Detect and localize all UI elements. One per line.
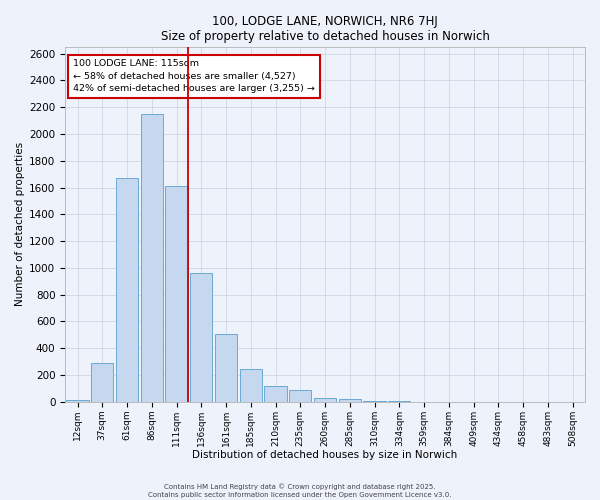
Bar xyxy=(314,398,336,402)
Bar xyxy=(91,363,113,402)
Bar xyxy=(140,114,163,402)
Bar xyxy=(338,399,361,402)
Bar xyxy=(364,401,386,402)
Text: 100 LODGE LANE: 115sqm
← 58% of detached houses are smaller (4,527)
42% of semi-: 100 LODGE LANE: 115sqm ← 58% of detached… xyxy=(73,60,315,94)
Bar xyxy=(67,400,89,402)
Bar xyxy=(239,369,262,402)
Bar xyxy=(166,186,188,402)
Title: 100, LODGE LANE, NORWICH, NR6 7HJ
Size of property relative to detached houses i: 100, LODGE LANE, NORWICH, NR6 7HJ Size o… xyxy=(161,15,490,43)
Bar xyxy=(215,334,237,402)
Bar xyxy=(265,386,287,402)
Bar xyxy=(289,390,311,402)
Bar xyxy=(116,178,138,402)
Text: Contains HM Land Registry data © Crown copyright and database right 2025.
Contai: Contains HM Land Registry data © Crown c… xyxy=(148,484,452,498)
Bar xyxy=(190,274,212,402)
Y-axis label: Number of detached properties: Number of detached properties xyxy=(15,142,25,306)
X-axis label: Distribution of detached houses by size in Norwich: Distribution of detached houses by size … xyxy=(193,450,458,460)
